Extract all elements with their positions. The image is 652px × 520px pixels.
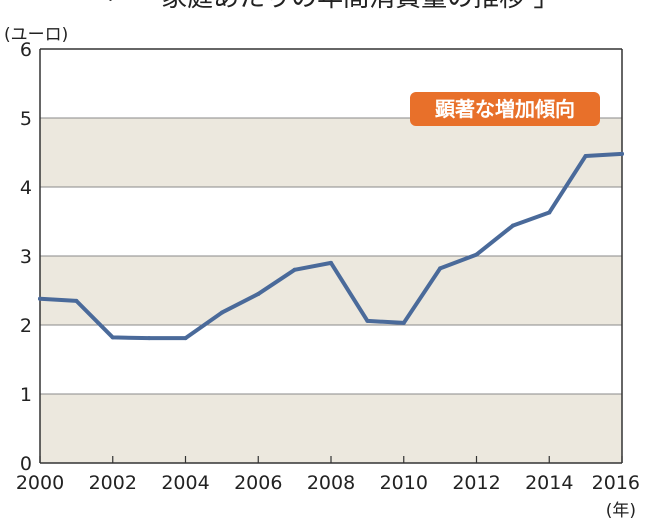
x-tick-label-2006: 2006: [234, 472, 282, 494]
x-tick-label-2016: 2016: [592, 472, 640, 494]
y-tick-label-2: 2: [20, 315, 32, 337]
y-tick-label-5: 5: [20, 108, 32, 130]
y-tick-label-0: 0: [20, 453, 32, 475]
x-tick-label-2004: 2004: [161, 472, 209, 494]
data-point-2009: [365, 318, 370, 323]
band-2: [40, 118, 622, 187]
data-point-2007: [292, 267, 297, 272]
data-point-2003: [147, 336, 152, 341]
x-tick-label-2000: 2000: [16, 472, 64, 494]
y-tick-label-6: 6: [20, 39, 32, 61]
x-tick-label-2002: 2002: [89, 472, 137, 494]
y-axis-unit: (ユーロ): [4, 25, 68, 45]
data-point-2010: [401, 320, 406, 325]
y-tick-label-3: 3: [20, 246, 32, 268]
x-tick-label-2008: 2008: [307, 472, 355, 494]
data-point-2001: [74, 298, 79, 303]
data-point-2014: [547, 210, 552, 215]
y-tick-label-1: 1: [20, 384, 32, 406]
page-title-fragment: 「 一 家庭あたりの年間消費量の推移 」: [93, 0, 560, 13]
data-point-2013: [510, 223, 515, 228]
y-tick-label-4: 4: [20, 177, 32, 199]
x-axis-unit: (年): [606, 501, 636, 520]
data-point-2016: [620, 151, 624, 156]
data-point-2012: [474, 252, 479, 257]
band-1: [40, 256, 622, 325]
data-point-2008: [329, 260, 333, 265]
band-0: [40, 394, 622, 463]
data-point-2006: [256, 291, 261, 296]
annotation-text: 顕著な増加傾向: [435, 97, 575, 121]
x-tick-label-2014: 2014: [525, 472, 573, 494]
annotation-badge: [410, 92, 600, 126]
data-point-2004: [183, 336, 188, 341]
x-tick-label-2012: 2012: [452, 472, 500, 494]
data-point-2002: [110, 335, 115, 340]
data-point-2011: [438, 266, 443, 271]
data-point-2015: [583, 153, 588, 158]
data-point-2005: [219, 310, 224, 315]
data-point-2000: [38, 296, 42, 301]
x-tick-label-2010: 2010: [380, 472, 428, 494]
